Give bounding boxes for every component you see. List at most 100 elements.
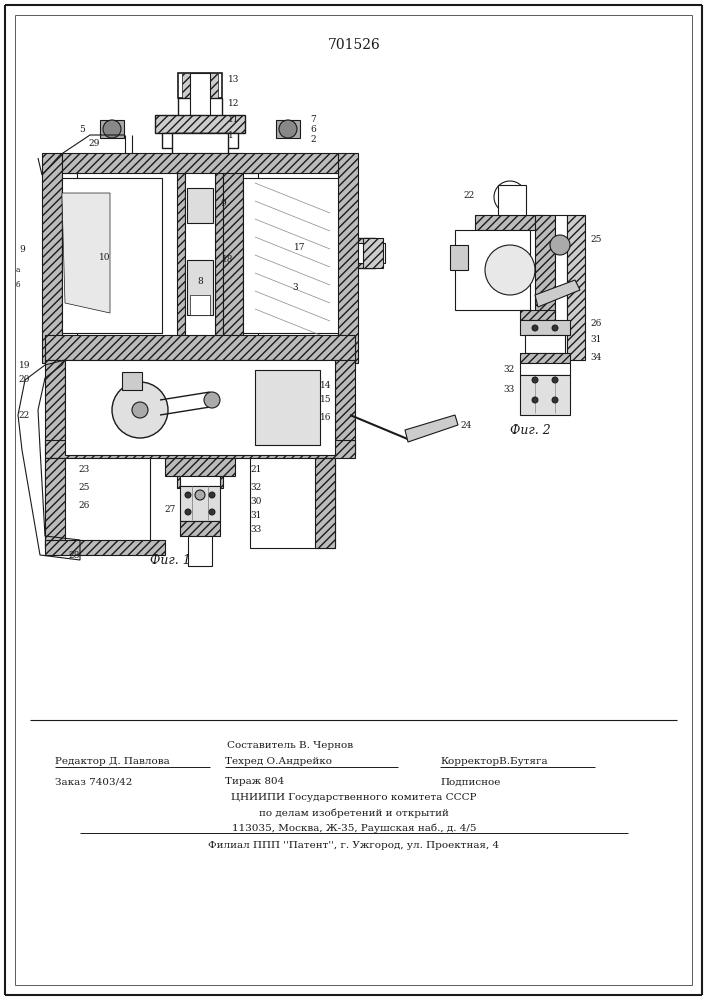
Bar xyxy=(122,372,142,390)
Bar xyxy=(62,173,77,348)
Circle shape xyxy=(204,392,220,408)
Bar xyxy=(187,188,213,223)
Text: 23: 23 xyxy=(78,466,90,475)
Bar xyxy=(45,360,65,455)
Circle shape xyxy=(485,245,535,295)
Text: 25: 25 xyxy=(78,484,90,492)
Circle shape xyxy=(103,120,121,138)
Text: Составитель В. Чернов: Составитель В. Чернов xyxy=(227,740,353,750)
Text: Филиал ППП ''Патент'', г. Ужгород, ул. Проектная, 4: Филиал ППП ''Патент'', г. Ужгород, ул. П… xyxy=(209,840,500,850)
Bar xyxy=(567,215,585,360)
Text: 20: 20 xyxy=(18,375,30,384)
Circle shape xyxy=(185,509,191,515)
Bar xyxy=(188,536,212,566)
Text: 24: 24 xyxy=(460,420,472,430)
Bar xyxy=(450,245,468,270)
Text: 33: 33 xyxy=(504,385,515,394)
Bar xyxy=(45,458,150,548)
Text: 17: 17 xyxy=(294,243,305,252)
Text: a: a xyxy=(16,266,20,274)
Bar xyxy=(555,215,567,360)
Bar xyxy=(180,521,220,536)
Text: 21: 21 xyxy=(250,466,262,475)
Text: 26: 26 xyxy=(78,500,90,510)
Text: 12: 12 xyxy=(228,99,240,107)
Circle shape xyxy=(494,181,526,213)
Text: Техред О.Андрейко: Техред О.Андрейко xyxy=(225,758,332,766)
Bar xyxy=(315,458,335,548)
Text: 11: 11 xyxy=(228,115,240,124)
Text: 9: 9 xyxy=(19,245,25,254)
Text: Заказ 7403/42: Заказ 7403/42 xyxy=(55,778,132,786)
Text: 10: 10 xyxy=(99,253,111,262)
Bar xyxy=(498,185,526,215)
Bar xyxy=(335,360,355,455)
Bar xyxy=(42,153,62,363)
Bar xyxy=(338,153,358,363)
Polygon shape xyxy=(405,415,458,442)
Bar xyxy=(363,238,383,268)
Bar xyxy=(520,363,570,375)
Bar xyxy=(525,335,565,353)
Bar xyxy=(330,238,375,268)
Text: 31: 31 xyxy=(250,510,262,520)
Bar xyxy=(162,133,238,148)
Text: 22: 22 xyxy=(464,190,475,200)
Bar xyxy=(165,458,235,476)
Text: 5: 5 xyxy=(79,124,85,133)
Text: Фиг. 1: Фиг. 1 xyxy=(150,554,190,566)
Bar xyxy=(187,260,213,315)
Bar xyxy=(535,215,555,360)
Bar xyxy=(178,98,222,123)
Text: ЦНИИПИ Государственного комитета СССР: ЦНИИПИ Государственного комитета СССР xyxy=(231,794,477,802)
Bar xyxy=(45,335,355,360)
Bar xyxy=(62,178,162,333)
Text: 25: 25 xyxy=(590,235,602,244)
Bar xyxy=(62,153,338,173)
Circle shape xyxy=(279,120,297,138)
Text: 22: 22 xyxy=(19,410,30,420)
Text: Тираж 804: Тираж 804 xyxy=(225,778,284,786)
Text: Подписное: Подписное xyxy=(440,778,501,786)
Circle shape xyxy=(532,325,538,331)
Text: КорректорВ.Бутяга: КорректорВ.Бутяга xyxy=(440,758,548,766)
Text: 33: 33 xyxy=(250,526,262,534)
Text: 1: 1 xyxy=(228,131,234,140)
Bar xyxy=(172,133,228,163)
Circle shape xyxy=(195,490,205,500)
Text: по делам изобретений и открытий: по делам изобретений и открытий xyxy=(259,808,449,818)
Text: 28: 28 xyxy=(69,550,80,560)
Text: 34: 34 xyxy=(590,353,602,361)
Bar xyxy=(65,360,335,455)
Text: 26: 26 xyxy=(590,318,602,328)
Bar xyxy=(190,73,210,133)
Bar xyxy=(255,370,320,445)
Circle shape xyxy=(552,377,558,383)
Bar xyxy=(223,153,243,363)
Bar xyxy=(190,295,210,315)
Polygon shape xyxy=(62,193,110,313)
Text: 16: 16 xyxy=(320,414,332,422)
Text: 2: 2 xyxy=(310,135,315,144)
Text: 14: 14 xyxy=(320,380,332,389)
Circle shape xyxy=(532,377,538,383)
Bar xyxy=(250,458,335,548)
Bar xyxy=(243,173,258,348)
Circle shape xyxy=(132,402,148,418)
Bar xyxy=(105,360,170,375)
Circle shape xyxy=(185,492,191,498)
Text: 32: 32 xyxy=(250,484,262,492)
Bar xyxy=(520,353,570,363)
Text: 701526: 701526 xyxy=(327,38,380,52)
Bar xyxy=(178,73,222,98)
Text: Редактор Д. Павлова: Редактор Д. Павлова xyxy=(55,758,170,766)
Text: 3: 3 xyxy=(292,284,298,292)
Circle shape xyxy=(552,325,558,331)
Text: 6: 6 xyxy=(310,125,316,134)
Text: 8: 8 xyxy=(197,277,203,286)
Circle shape xyxy=(209,492,215,498)
Bar xyxy=(520,320,570,335)
Bar xyxy=(100,120,124,138)
Bar xyxy=(243,178,343,333)
Bar xyxy=(45,458,65,548)
